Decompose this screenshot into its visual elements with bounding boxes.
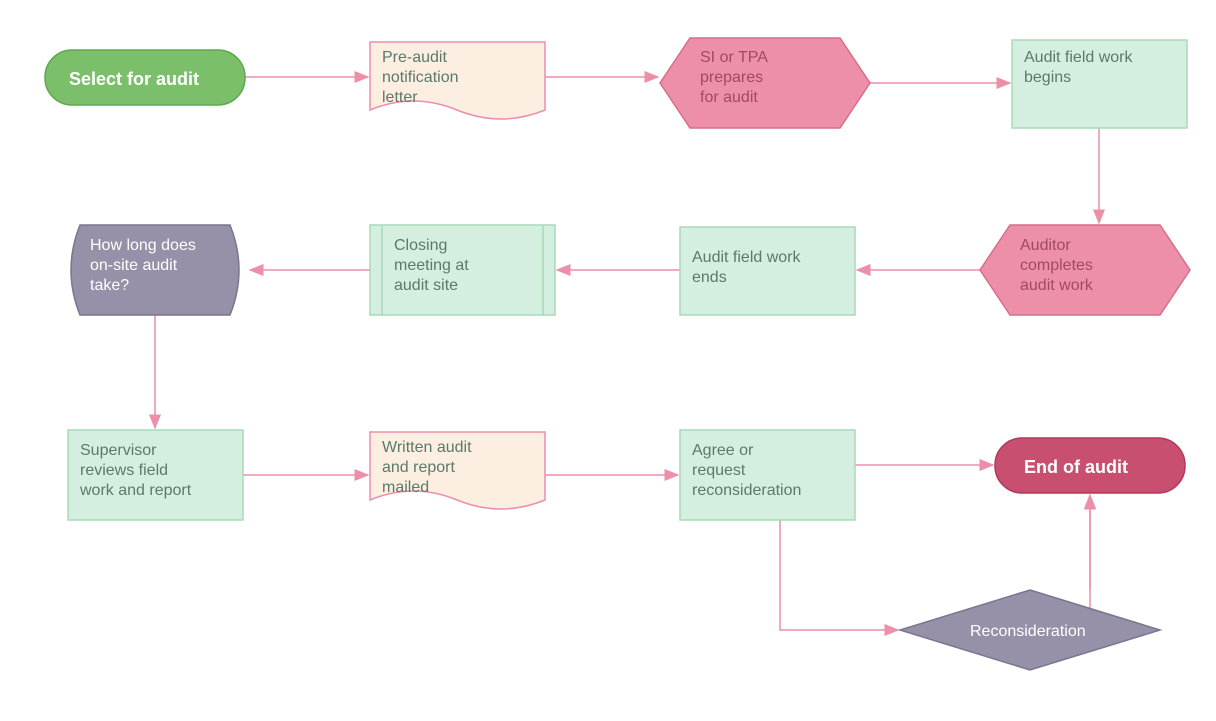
begins-l1: Audit field work [1024,49,1133,66]
reconsider-label: Reconsideration [970,623,1086,640]
node-howlong: How long does on-site audit take? [71,225,239,315]
preaudit-l3: letter [382,89,418,106]
node-preaudit: Pre-audit notification letter [370,42,545,119]
howlong-l3: take? [90,277,129,294]
node-ends: Audit field work ends [680,227,855,315]
ends-l2: ends [692,269,727,286]
edge-reconsider-end [1090,495,1160,630]
closing-l1: Closing [394,237,447,254]
ends-l1: Audit field work [692,249,801,266]
node-closing: Closing meeting at audit site [370,225,555,315]
howlong-l1: How long does [90,237,196,254]
node-written: Written audit and report mailed [370,432,545,509]
prepares-l2: prepares [700,69,763,86]
preaudit-l1: Pre-audit [382,49,447,66]
completes-l1: Auditor [1020,237,1071,254]
written-l1: Written audit [382,439,472,456]
preaudit-l2: notification [382,69,459,86]
prepares-l3: for audit [700,89,758,106]
start-label: Select for audit [69,69,199,89]
node-reconsider: Reconsideration [900,590,1160,670]
end-label: End of audit [1024,457,1128,477]
completes-l2: completes [1020,257,1093,274]
edges-group [155,77,1160,630]
edge-agree-reconsider [780,520,898,630]
node-start: Select for audit [45,50,245,105]
edge-reconsider-end-2 [1090,495,1160,630]
node-end: End of audit [995,438,1185,493]
begins-l2: begins [1024,69,1071,86]
written-l2: and report [382,459,455,476]
node-completes: Auditor completes audit work [980,225,1190,315]
node-prepares: SI or TPA prepares for audit [660,38,870,128]
agree-l3: reconsideration [692,482,801,499]
supervisor-l3: work and report [79,482,192,499]
agree-l2: request [692,462,746,479]
supervisor-l2: reviews field [80,462,168,479]
closing-l3: audit site [394,277,458,294]
prepares-l1: SI or TPA [700,49,768,66]
node-begins: Audit field work begins [1012,40,1187,128]
supervisor-l1: Supervisor [80,442,157,459]
closing-l2: meeting at [394,257,469,274]
edge-recon-end-final [1090,495,1160,630]
node-supervisor: Supervisor reviews field work and report [68,430,243,520]
agree-l1: Agree or [692,442,754,459]
written-l3: mailed [382,479,429,496]
node-agree: Agree or request reconsideration [680,430,855,520]
completes-l3: audit work [1020,277,1094,294]
howlong-l2: on-site audit [90,257,178,274]
